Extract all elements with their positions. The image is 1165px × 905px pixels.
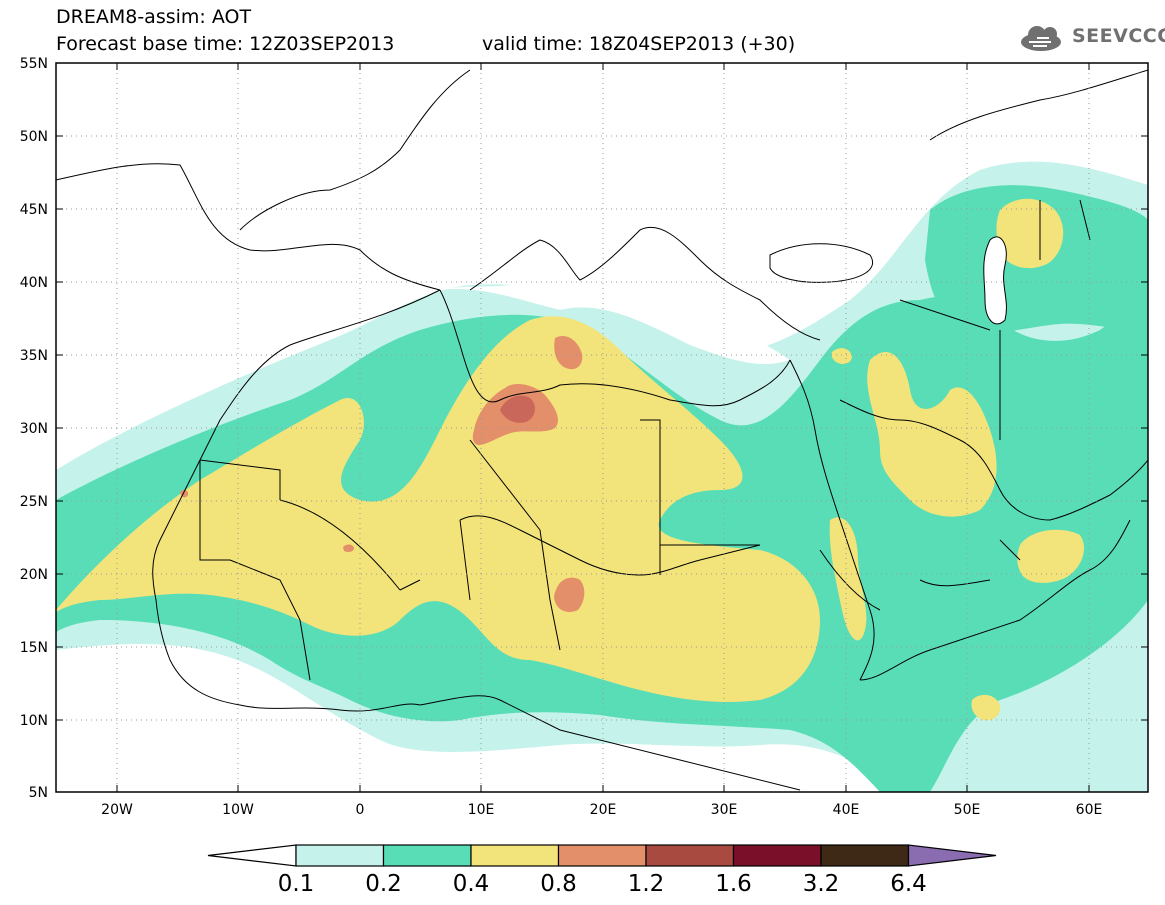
- lon-label-20w: 20W: [101, 802, 133, 818]
- colorbar-segment: [732, 844, 822, 867]
- colorbar-label: 1.2: [627, 871, 665, 897]
- map-title: DREAM8-assim: AOT: [56, 6, 252, 28]
- colorbar-segment: [470, 844, 560, 867]
- colorbar-label: 0.2: [365, 871, 402, 897]
- aot-0.4-region-redsea: [829, 517, 867, 641]
- lat-label-20n: 20N: [19, 567, 48, 583]
- lon-label-10e: 10E: [467, 802, 495, 818]
- aot-0.8-region-mali: [343, 544, 354, 552]
- lat-label-5n: 5N: [28, 785, 48, 801]
- lat-label-15n: 15N: [19, 640, 48, 656]
- aot-0.8-region-tunisia: [554, 335, 583, 370]
- colorbar-label: 0.1: [277, 871, 315, 897]
- forecast-base-time: Forecast base time: 12Z03SEP2013: [56, 33, 395, 55]
- lon-label-30e: 30E: [710, 802, 738, 818]
- valid-time: valid time: 18Z04SEP2013 (+30): [482, 33, 796, 55]
- lat-label-35n: 35N: [19, 348, 48, 364]
- lat-label-55n: 55N: [19, 56, 48, 72]
- colorbar-label: 6.4: [890, 871, 927, 897]
- aot-0.8-region-chad: [554, 577, 585, 612]
- aot-0.4-region-gulf: [867, 351, 997, 517]
- aot-0.4-region-aral: [996, 198, 1064, 269]
- lat-label-40n: 40N: [19, 275, 48, 291]
- lat-label-30n: 30N: [19, 421, 48, 437]
- lon-label-20e: 20E: [589, 802, 617, 818]
- colorbar-segment: [295, 844, 385, 867]
- aot-0.4-region: [56, 316, 820, 702]
- logo-text: SEEVCCC: [1072, 25, 1165, 47]
- mediterranean-sea: [440, 276, 790, 365]
- black-sea: [769, 243, 873, 283]
- lon-label-50e: 50E: [953, 802, 981, 818]
- aot-1.2-region-libya: [500, 395, 535, 423]
- colorbar-segment: [382, 844, 472, 867]
- aot-0.4-region-yemen: [971, 694, 1001, 721]
- lat-label-10n: 10N: [19, 713, 48, 729]
- lon-label-0: 0: [355, 802, 365, 818]
- colorbar-label: 0.8: [540, 871, 577, 897]
- colorbar-segment: [820, 844, 910, 867]
- colorbar-segment: [557, 844, 647, 867]
- colorbar-segment: [645, 844, 735, 867]
- aot-0.4-region-oman: [1017, 529, 1085, 583]
- lon-label-10w: 10W: [222, 802, 254, 818]
- lat-label-25n: 25N: [19, 494, 48, 510]
- lat-label-50n: 50N: [19, 129, 48, 145]
- colorbar-over-arrow: [907, 844, 997, 867]
- lon-label-60e: 60E: [1075, 802, 1103, 818]
- colorbar-label: 3.2: [802, 871, 840, 897]
- cloud-logo-icon: [1021, 26, 1061, 51]
- colorbar-under-arrow: [207, 844, 297, 867]
- graticule-lat: [56, 135, 1148, 721]
- lon-label-40e: 40E: [832, 802, 860, 818]
- aot-0.4-region-levant: [831, 348, 852, 364]
- lat-label-45n: 45N: [19, 202, 48, 218]
- caspian-sea: [983, 236, 1007, 325]
- colorbar-label: 0.4: [452, 871, 490, 897]
- colorbar-label: 1.6: [715, 871, 752, 897]
